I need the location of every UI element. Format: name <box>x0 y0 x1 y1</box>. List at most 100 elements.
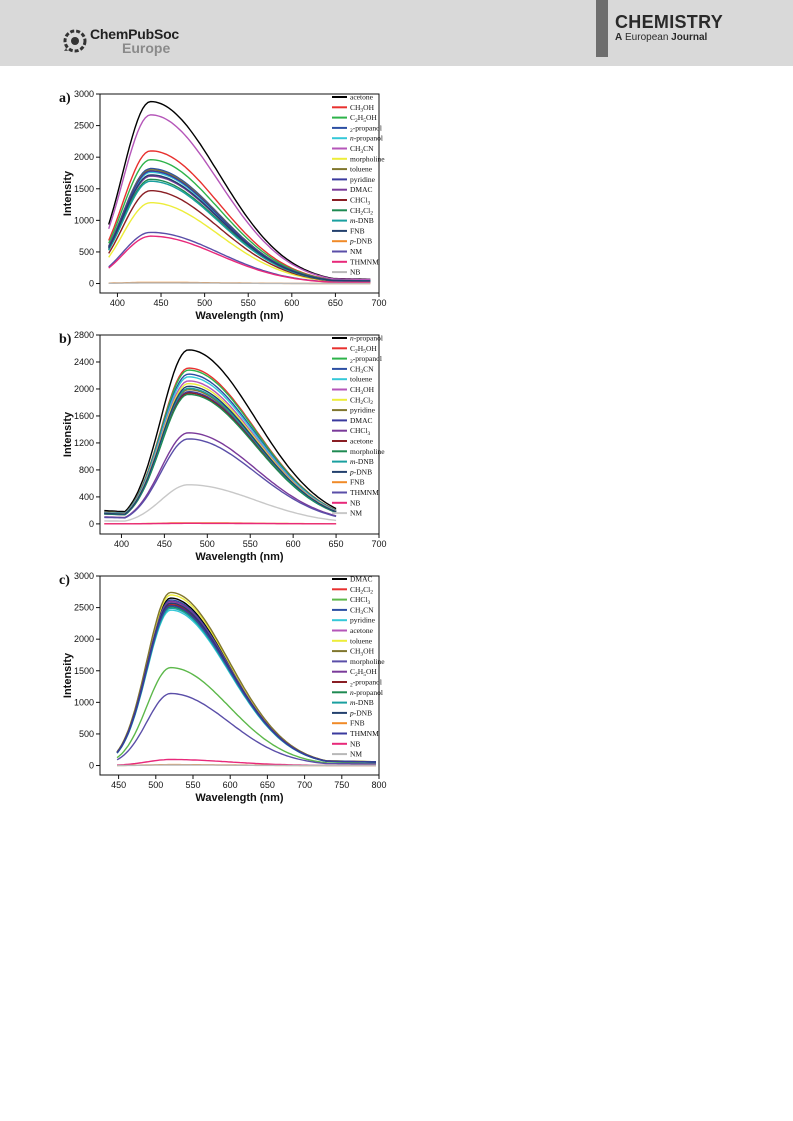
legend-label-fnb: FNB <box>350 226 365 235</box>
legend-label-c2h5oh: C2H5OH <box>350 667 377 678</box>
series-line-chcl3 <box>116 666 376 765</box>
x-tick-label: 600 <box>223 780 238 790</box>
journal-sub-b: European <box>625 32 669 43</box>
y-tick-label: 0 <box>89 519 94 529</box>
legend-label-ch3oh: CH3OH <box>350 385 375 396</box>
y-tick-label: 800 <box>79 465 94 475</box>
legend-label-thmnm: THMNM <box>350 257 379 266</box>
series-line-thmnm <box>104 438 337 519</box>
legend-label-p-dnb: p-DNB <box>349 708 372 717</box>
legend-label-n-propanol: n-propanol <box>350 688 383 697</box>
legend-label-2-propanol: 2-propanol <box>350 354 382 365</box>
legend-label-ch3oh: CH3OH <box>350 103 375 114</box>
legend-label-acetone: acetone <box>350 626 374 635</box>
y-tick-label: 1000 <box>74 697 94 707</box>
legend-label-morpholine: morpholine <box>350 154 385 163</box>
y-tick-label: 2400 <box>74 357 94 367</box>
legend-label-p-dnb: p-DNB <box>349 237 372 246</box>
legend-label-ch3cn: CH3CN <box>350 144 374 155</box>
journal-accent-bar <box>596 0 608 57</box>
legend-label-fnb: FNB <box>350 478 365 487</box>
y-tick-label: 400 <box>79 492 94 502</box>
legend-label-nm: NM <box>350 247 362 256</box>
y-tick-label: 0 <box>89 761 94 771</box>
legend-label-nb: NB <box>350 739 360 748</box>
legend-label-pyridine: pyridine <box>350 616 376 625</box>
legend-label-fnb: FNB <box>350 719 365 728</box>
legend-label-dmac: DMAC <box>350 416 373 425</box>
panel-label: a) <box>59 91 71 106</box>
journal-sub-a: A <box>615 32 623 43</box>
y-tick-label: 2500 <box>74 603 94 613</box>
series-line-morpholine <box>108 201 371 283</box>
x-axis-label: Wavelength (nm) <box>195 551 284 563</box>
x-tick-label: 450 <box>111 780 126 790</box>
x-tick-label: 600 <box>284 298 299 308</box>
y-axis-label: Intensity <box>62 411 74 457</box>
series-line-nm <box>104 484 337 522</box>
legend-label-2-propanol: 2-propanol <box>350 678 382 689</box>
x-tick-label: 700 <box>371 539 386 549</box>
journal-title: CHEMISTRY <box>615 12 724 32</box>
legend-label-dmac: DMAC <box>350 575 373 584</box>
journal-sub-c: Journal <box>671 32 708 43</box>
legend-label-ch2cl2: CH2Cl2 <box>350 395 373 406</box>
y-tick-label: 1600 <box>74 411 94 421</box>
x-tick-label: 700 <box>371 298 386 308</box>
legend-label-ch2cl2: CH2Cl2 <box>350 206 373 217</box>
legend-label-toluene: toluene <box>350 375 373 384</box>
legend-label-m-dnb: m-DNB <box>350 216 374 225</box>
legend-label-acetone: acetone <box>350 437 374 446</box>
page-header: ChemPubSoc Europe CHEMISTRY A European J… <box>0 0 793 66</box>
x-tick-label: 650 <box>260 780 275 790</box>
legend-label-chcl3: CHCl3 <box>350 595 371 606</box>
legend-label-morpholine: morpholine <box>350 657 385 666</box>
legend-label-chcl3: CHCl3 <box>350 426 371 437</box>
legend-label-p-dnb: p-DNB <box>349 467 372 476</box>
series-line-nb <box>108 282 371 285</box>
y-tick-label: 1200 <box>74 438 94 448</box>
series-line-chcl3 <box>104 432 337 519</box>
y-tick-label: 3000 <box>74 571 94 581</box>
spectrum-chart-c: c) 0 500 1000 1500 2000 2500 3000 450 500 550 600 65… <box>59 571 387 804</box>
x-tick-label: 450 <box>154 298 169 308</box>
x-tick-label: 500 <box>200 539 215 549</box>
series-line-nm <box>117 764 376 767</box>
y-tick-label: 500 <box>79 247 94 257</box>
legend-label-nm: NM <box>350 750 362 759</box>
legend-label-ch3cn: CH3CN <box>350 605 374 616</box>
series-line-fnb <box>108 174 371 282</box>
x-tick-label: 800 <box>371 780 386 790</box>
x-tick-label: 400 <box>110 298 125 308</box>
plot-frame <box>99 575 380 776</box>
publisher-name: ChemPubSoc <box>90 26 180 42</box>
y-tick-label: 1500 <box>74 666 94 676</box>
legend-label-pyridine: pyridine <box>350 175 376 184</box>
series-line-acetone <box>108 100 371 280</box>
series-line-nb <box>104 522 337 525</box>
y-tick-label: 0 <box>89 279 94 289</box>
x-tick-label: 650 <box>329 539 344 549</box>
x-axis-label: Wavelength (nm) <box>195 310 284 322</box>
x-tick-label: 500 <box>197 298 212 308</box>
series-line-n-propanol <box>104 349 337 513</box>
spectrum-chart-a: a) 0 500 1000 1500 2000 2500 3000 400 450 500 550 60… <box>59 89 387 322</box>
x-tick-label: 550 <box>185 780 200 790</box>
x-axis-label: Wavelength (nm) <box>195 792 284 804</box>
panel-label: c) <box>59 573 70 588</box>
legend-label-acetone: acetone <box>350 93 374 102</box>
legend-label-dmac: DMAC <box>350 185 373 194</box>
y-axis-label: Intensity <box>62 170 74 216</box>
x-tick-label: 700 <box>297 780 312 790</box>
series-line-morpholine <box>116 692 376 765</box>
journal-subtitle: A European Journal <box>615 32 707 43</box>
legend-label-thmnm: THMNM <box>350 729 379 738</box>
legend-label-thmnm: THMNM <box>350 488 379 497</box>
y-tick-label: 500 <box>79 729 94 739</box>
legend-label-ch3cn: CH3CN <box>350 364 374 375</box>
x-tick-label: 600 <box>286 539 301 549</box>
legend-label-nm: NM <box>350 509 362 518</box>
legend-label-2-propanol: 2-propanol <box>350 123 382 134</box>
legend-label-m-dnb: m-DNB <box>350 698 374 707</box>
plot-frame <box>99 93 380 294</box>
